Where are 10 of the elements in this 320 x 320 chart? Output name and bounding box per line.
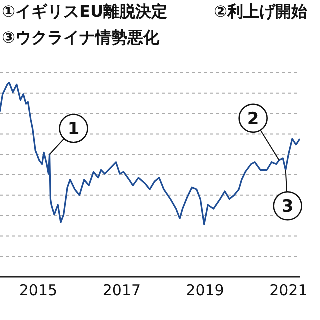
text: ②利上げ開始 [214,1,308,23]
text: ①イギリスEU離脱決定 [2,1,168,23]
x-tick-label: 2019 [186,282,224,300]
x-tick-label: 2017 [102,282,142,300]
annotation: 3 [282,197,294,218]
annotation: 2 [247,109,260,130]
x-tick-label: 2015 [19,282,58,300]
annotation: 1 [68,120,80,140]
x-tick-label: 2021 [270,282,308,300]
text: ③ウクライナ情勢悪化 [2,27,160,49]
